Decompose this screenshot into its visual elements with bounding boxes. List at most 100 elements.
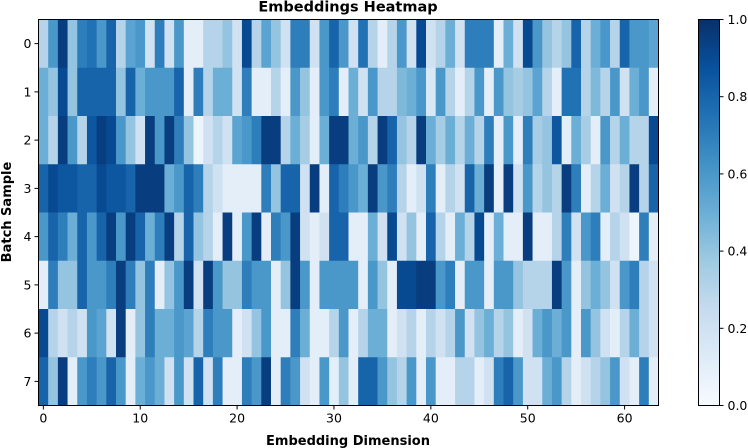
heatmap-cell-r0-c60 bbox=[619, 19, 630, 69]
heatmap-cell-r7-c63 bbox=[648, 357, 659, 406]
heatmap-cell-r3-c48 bbox=[503, 164, 514, 213]
heatmap-cell-r2-c50 bbox=[522, 116, 533, 165]
heatmap-cell-r2-c14 bbox=[174, 116, 185, 165]
heatmap-cell-r7-c16 bbox=[193, 357, 204, 406]
heatmap-cell-r0-c43 bbox=[455, 19, 466, 69]
heatmap-cell-r1-c55 bbox=[571, 67, 582, 117]
heatmap-cell-r5-c29 bbox=[319, 260, 330, 310]
heatmap-cell-r7-c48 bbox=[503, 357, 514, 406]
heatmap-cell-r4-c24 bbox=[271, 212, 282, 262]
heatmap-cell-r5-c58 bbox=[600, 260, 611, 310]
heatmap-cell-r5-c0 bbox=[38, 260, 49, 310]
heatmap-cell-r5-c52 bbox=[542, 260, 553, 310]
heatmap-cell-r7-c10 bbox=[135, 357, 146, 406]
heatmap-cell-r2-c8 bbox=[116, 116, 127, 165]
heatmap-cell-r3-c4 bbox=[77, 164, 88, 213]
heatmap-cell-r0-c50 bbox=[522, 19, 533, 69]
heatmap-cell-r6-c36 bbox=[387, 309, 398, 358]
heatmap-cell-r2-c6 bbox=[96, 116, 107, 165]
heatmap-cell-r1-c34 bbox=[367, 67, 378, 117]
heatmap-cell-r7-c29 bbox=[319, 357, 330, 406]
heatmap-cell-r4-c3 bbox=[67, 212, 78, 262]
heatmap-cell-r3-c25 bbox=[280, 164, 291, 213]
y-tick-label: 2 bbox=[24, 133, 32, 148]
heatmap-cell-r6-c59 bbox=[610, 309, 621, 358]
heatmap-cell-r6-c13 bbox=[164, 309, 175, 358]
heatmap-cell-r2-c62 bbox=[639, 116, 650, 165]
heatmap-cell-r1-c42 bbox=[445, 67, 456, 117]
heatmap-cell-r7-c58 bbox=[600, 357, 611, 406]
heatmap-cell-r4-c61 bbox=[629, 212, 640, 262]
heatmap-cell-r1-c48 bbox=[503, 67, 514, 117]
heatmap-cell-r4-c25 bbox=[280, 212, 291, 262]
heatmap-cell-r5-c10 bbox=[135, 260, 146, 310]
heatmap-cell-r2-c20 bbox=[232, 116, 243, 165]
heatmap-cell-r7-c17 bbox=[203, 357, 214, 406]
heatmap-cell-r4-c40 bbox=[426, 212, 437, 262]
heatmap-cell-r4-c2 bbox=[57, 212, 68, 262]
heatmap-cell-r0-c39 bbox=[416, 19, 427, 69]
heatmap-cell-r1-c49 bbox=[513, 67, 524, 117]
heatmap-cell-r7-c22 bbox=[251, 357, 262, 406]
heatmap-cell-r7-c21 bbox=[241, 357, 253, 406]
heatmap-cell-r0-c2 bbox=[57, 19, 68, 69]
heatmap-cell-r3-c60 bbox=[619, 164, 630, 213]
heatmap-cell-r6-c50 bbox=[522, 309, 533, 358]
heatmap-cell-r4-c49 bbox=[513, 212, 524, 262]
heatmap-cell-r2-c31 bbox=[338, 116, 349, 165]
heatmap-cell-r2-c48 bbox=[503, 116, 514, 165]
heatmap-cell-r6-c47 bbox=[493, 309, 504, 358]
heatmap-cell-r2-c40 bbox=[426, 116, 437, 165]
heatmap-cell-r5-c41 bbox=[435, 260, 446, 310]
heatmap-cell-r4-c41 bbox=[435, 212, 446, 262]
heatmap-cell-r6-c3 bbox=[67, 309, 78, 358]
heatmap-cell-r3-c43 bbox=[455, 164, 466, 213]
heatmap-cell-r0-c37 bbox=[396, 19, 408, 69]
heatmap-cell-r6-c23 bbox=[261, 309, 272, 358]
heatmap-cell-r5-c28 bbox=[309, 260, 320, 310]
heatmap-cell-r1-c32 bbox=[348, 67, 359, 117]
heatmap-cell-r7-c8 bbox=[116, 357, 127, 406]
heatmap-cell-r2-c27 bbox=[300, 116, 311, 165]
heatmap-cell-r0-c26 bbox=[290, 19, 301, 69]
heatmap-cell-r6-c2 bbox=[57, 309, 68, 358]
heatmap-cell-r6-c48 bbox=[503, 309, 514, 358]
heatmap-cell-r3-c47 bbox=[493, 164, 504, 213]
heatmap-cell-r5-c14 bbox=[174, 260, 185, 310]
heatmap-cell-r0-c22 bbox=[251, 19, 262, 69]
heatmap-cell-r4-c42 bbox=[445, 212, 456, 262]
colorbar-tick-label: 1.0 bbox=[728, 12, 748, 27]
heatmap-cell-r7-c24 bbox=[271, 357, 282, 406]
heatmap-cell-r3-c37 bbox=[396, 164, 408, 213]
heatmap-cell-r5-c37 bbox=[396, 260, 408, 310]
heatmap-cell-r2-c39 bbox=[416, 116, 427, 165]
heatmap-cell-r1-c6 bbox=[96, 67, 107, 117]
heatmap-cell-r7-c32 bbox=[348, 357, 359, 406]
heatmap-cell-r6-c33 bbox=[358, 309, 369, 358]
heatmap-cell-r0-c34 bbox=[367, 19, 378, 69]
colorbar-tick-label: 0.0 bbox=[728, 398, 748, 413]
heatmap-cell-r6-c24 bbox=[271, 309, 282, 358]
heatmap-cell-r6-c15 bbox=[183, 309, 194, 358]
heatmap-cell-r3-c46 bbox=[484, 164, 495, 213]
heatmap-cell-r1-c21 bbox=[241, 67, 253, 117]
heatmap-cell-r2-c41 bbox=[435, 116, 446, 165]
heatmap-cell-r6-c1 bbox=[48, 309, 59, 358]
heatmap-cell-r1-c9 bbox=[125, 67, 136, 117]
heatmap-cell-r5-c16 bbox=[193, 260, 204, 310]
heatmap-cell-r3-c34 bbox=[367, 164, 378, 213]
heatmap-cell-r2-c55 bbox=[571, 116, 582, 165]
heatmap-cell-r1-c61 bbox=[629, 67, 640, 117]
heatmap-cell-r2-c16 bbox=[193, 116, 204, 165]
heatmap-cell-r0-c33 bbox=[358, 19, 369, 69]
heatmap-cell-r0-c12 bbox=[154, 19, 165, 69]
heatmap-cell-r4-c55 bbox=[571, 212, 582, 262]
heatmap-cell-r3-c38 bbox=[406, 164, 417, 213]
heatmap-cell-r7-c45 bbox=[474, 357, 485, 406]
heatmap-cell-r5-c35 bbox=[377, 260, 388, 310]
heatmap-cell-r7-c42 bbox=[445, 357, 456, 406]
heatmap-cell-r5-c7 bbox=[106, 260, 117, 310]
x-tick-label: 10 bbox=[132, 411, 148, 426]
heatmap-cell-r0-c36 bbox=[387, 19, 398, 69]
heatmap-cell-r3-c57 bbox=[590, 164, 601, 213]
